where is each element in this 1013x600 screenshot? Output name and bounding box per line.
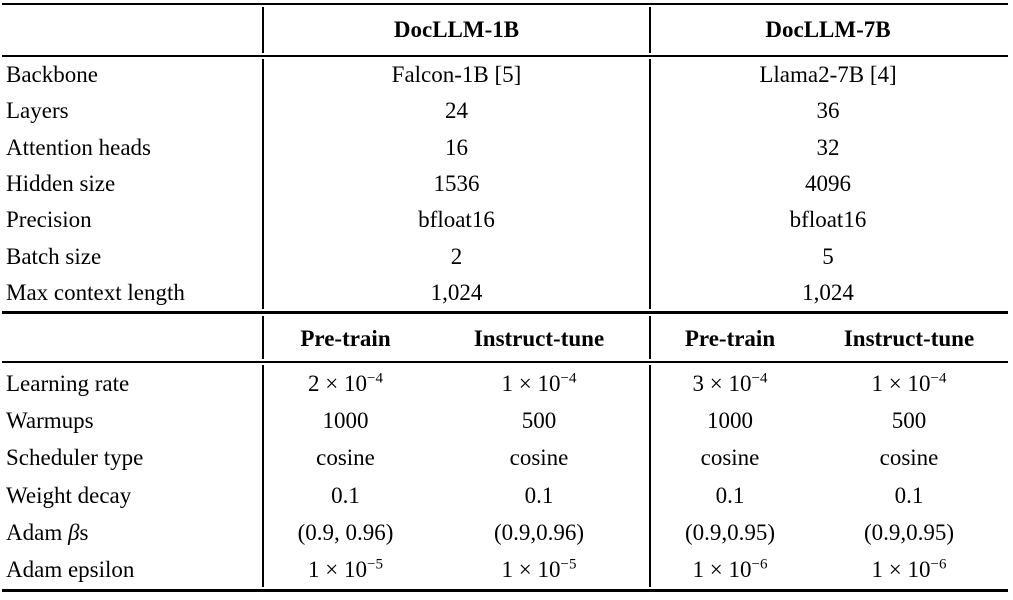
cell-value: cosine [879, 445, 939, 471]
cell-value: (0.9,0.96) [493, 519, 585, 545]
cell-value: 2 [450, 243, 463, 269]
column-divider [262, 7, 264, 53]
phase-header-rule [2, 361, 1008, 363]
cell-value: 0.1 [524, 482, 554, 508]
cell-value: 1 × 10−6 [692, 556, 768, 583]
exponent: −4 [560, 370, 577, 386]
exponent: −6 [930, 556, 947, 573]
row-label: Weight decay [6, 482, 132, 508]
cell-value: 1000 [707, 407, 753, 433]
cell-value: (0.9,0.95) [863, 519, 955, 545]
table-row-weight-decay: Weight decay 0.1 0.1 0.1 0.1 [2, 477, 1008, 514]
row-label: Layers [6, 98, 69, 124]
model-header-docllm-1b: DocLLM-1B [393, 17, 520, 42]
cell-value: cosine [316, 445, 375, 471]
cell-value: 1 × 10−5 [308, 556, 383, 583]
phase-header-instructtune-1b: Instruct-tune [473, 325, 605, 351]
phase-header-pretrain-7b: Pre-train [684, 325, 776, 351]
cell-value: 1,024 [802, 279, 854, 305]
table-row-learning-rate: Learning rate 2 × 10−4 1 × 10−4 3 × 10−4… [2, 365, 1008, 402]
table-row-batch-size: Batch size 2 5 [2, 238, 1008, 274]
cell-value: 0.1 [715, 482, 745, 508]
cell-value: bfloat16 [418, 207, 495, 233]
row-label: Max context length [6, 279, 185, 305]
cell-value: bfloat16 [789, 207, 867, 233]
cell-value: 3 × 10−4 [692, 370, 768, 396]
cell-value: cosine [509, 445, 569, 471]
exponent: −4 [930, 370, 947, 386]
row-label: Backbone [6, 62, 98, 88]
row-label: Attention heads [6, 134, 151, 160]
column-divider [262, 365, 264, 587]
table-row-layers: Layers 24 36 [2, 93, 1008, 129]
exponent: −4 [367, 370, 383, 386]
row-label: Precision [6, 207, 92, 233]
column-divider [649, 316, 651, 359]
section-divider-rule [2, 311, 1008, 314]
phase-header-instructtune-7b: Instruct-tune [843, 325, 975, 351]
exponent: −4 [751, 370, 768, 386]
exponent: −5 [367, 556, 383, 573]
table-row-hidden-size: Hidden size 1536 4096 [2, 166, 1008, 202]
cell-value: 5 [822, 243, 834, 269]
cell-value: 1000 [322, 407, 369, 433]
column-divider [649, 7, 651, 53]
phase-header-pretrain-1b: Pre-train [300, 325, 391, 351]
row-label: Scheduler type [6, 445, 144, 471]
cell-value: 1 × 10−5 [501, 556, 577, 583]
row-label: Hidden size [6, 170, 116, 196]
column-divider [649, 365, 651, 587]
table-row-scheduler-type: Scheduler type cosine cosine cosine cosi… [2, 440, 1008, 477]
row-label: Warmups [6, 407, 94, 433]
table-row-warmups: Warmups 1000 500 1000 500 [2, 402, 1008, 439]
cell-value: 1,024 [430, 279, 483, 305]
model-header-row: DocLLM-1B DocLLM-7B [2, 5, 1008, 55]
row-label: Adam epsilon [6, 557, 135, 583]
row-label: Learning rate [6, 370, 130, 396]
phase-header-row: Pre-train Instruct-tune Pre-train Instru… [2, 316, 1008, 361]
architecture-section: Backbone Falcon-1B [5] Llama2-7B [4] Lay… [2, 57, 1008, 311]
top-rule [2, 3, 1008, 5]
table-row-backbone: Backbone Falcon-1B [5] Llama2-7B [4] [2, 57, 1008, 93]
cell-value: 1 × 10−4 [871, 370, 947, 396]
row-label: Batch size [6, 243, 102, 269]
row-label: Adam βs [6, 519, 89, 545]
cell-value: 24 [445, 98, 468, 124]
cell-value: Falcon-1B [5] [391, 62, 522, 88]
cell-value: 500 [521, 407, 557, 433]
table-row-attention-heads: Attention heads 16 32 [2, 130, 1008, 166]
bottom-rule [2, 589, 1008, 592]
cell-value: 2 × 10−4 [308, 370, 383, 396]
table-row-max-context-length: Max context length 1,024 1,024 [2, 275, 1008, 311]
exponent: −6 [751, 556, 768, 573]
cell-value: 1 × 10−6 [871, 556, 947, 583]
cell-value: 0.1 [331, 482, 360, 508]
model-header-rule [2, 55, 1008, 57]
table-row-adam-betas: Adam βs (0.9, 0.96) (0.9,0.96) (0.9,0.95… [2, 514, 1008, 551]
cell-value: (0.9, 0.96) [297, 519, 394, 545]
cell-value: 0.1 [894, 482, 924, 508]
cell-value: 32 [816, 134, 840, 160]
column-divider [649, 59, 651, 309]
column-divider [262, 59, 264, 309]
table-row-adam-epsilon: Adam epsilon 1 × 10−5 1 × 10−5 1 × 10−6 … [2, 552, 1008, 589]
cell-value: Llama2-7B [4] [759, 62, 897, 88]
cell-value: 500 [891, 407, 927, 433]
model-header-docllm-7b: DocLLM-7B [765, 17, 891, 42]
cell-value: 36 [816, 98, 840, 124]
training-section: Learning rate 2 × 10−4 1 × 10−4 3 × 10−4… [2, 365, 1008, 589]
exponent: −5 [560, 556, 577, 573]
column-divider [262, 316, 264, 359]
table-row-precision: Precision bfloat16 bfloat16 [2, 202, 1008, 238]
cell-value: 1 × 10−4 [501, 370, 577, 396]
cell-value: cosine [700, 445, 760, 471]
cell-value: (0.9,0.95) [684, 519, 776, 545]
beta-symbol: β [67, 519, 80, 545]
cell-value: 16 [445, 134, 468, 160]
cell-value: 4096 [805, 170, 851, 196]
cell-value: 1536 [433, 170, 480, 196]
